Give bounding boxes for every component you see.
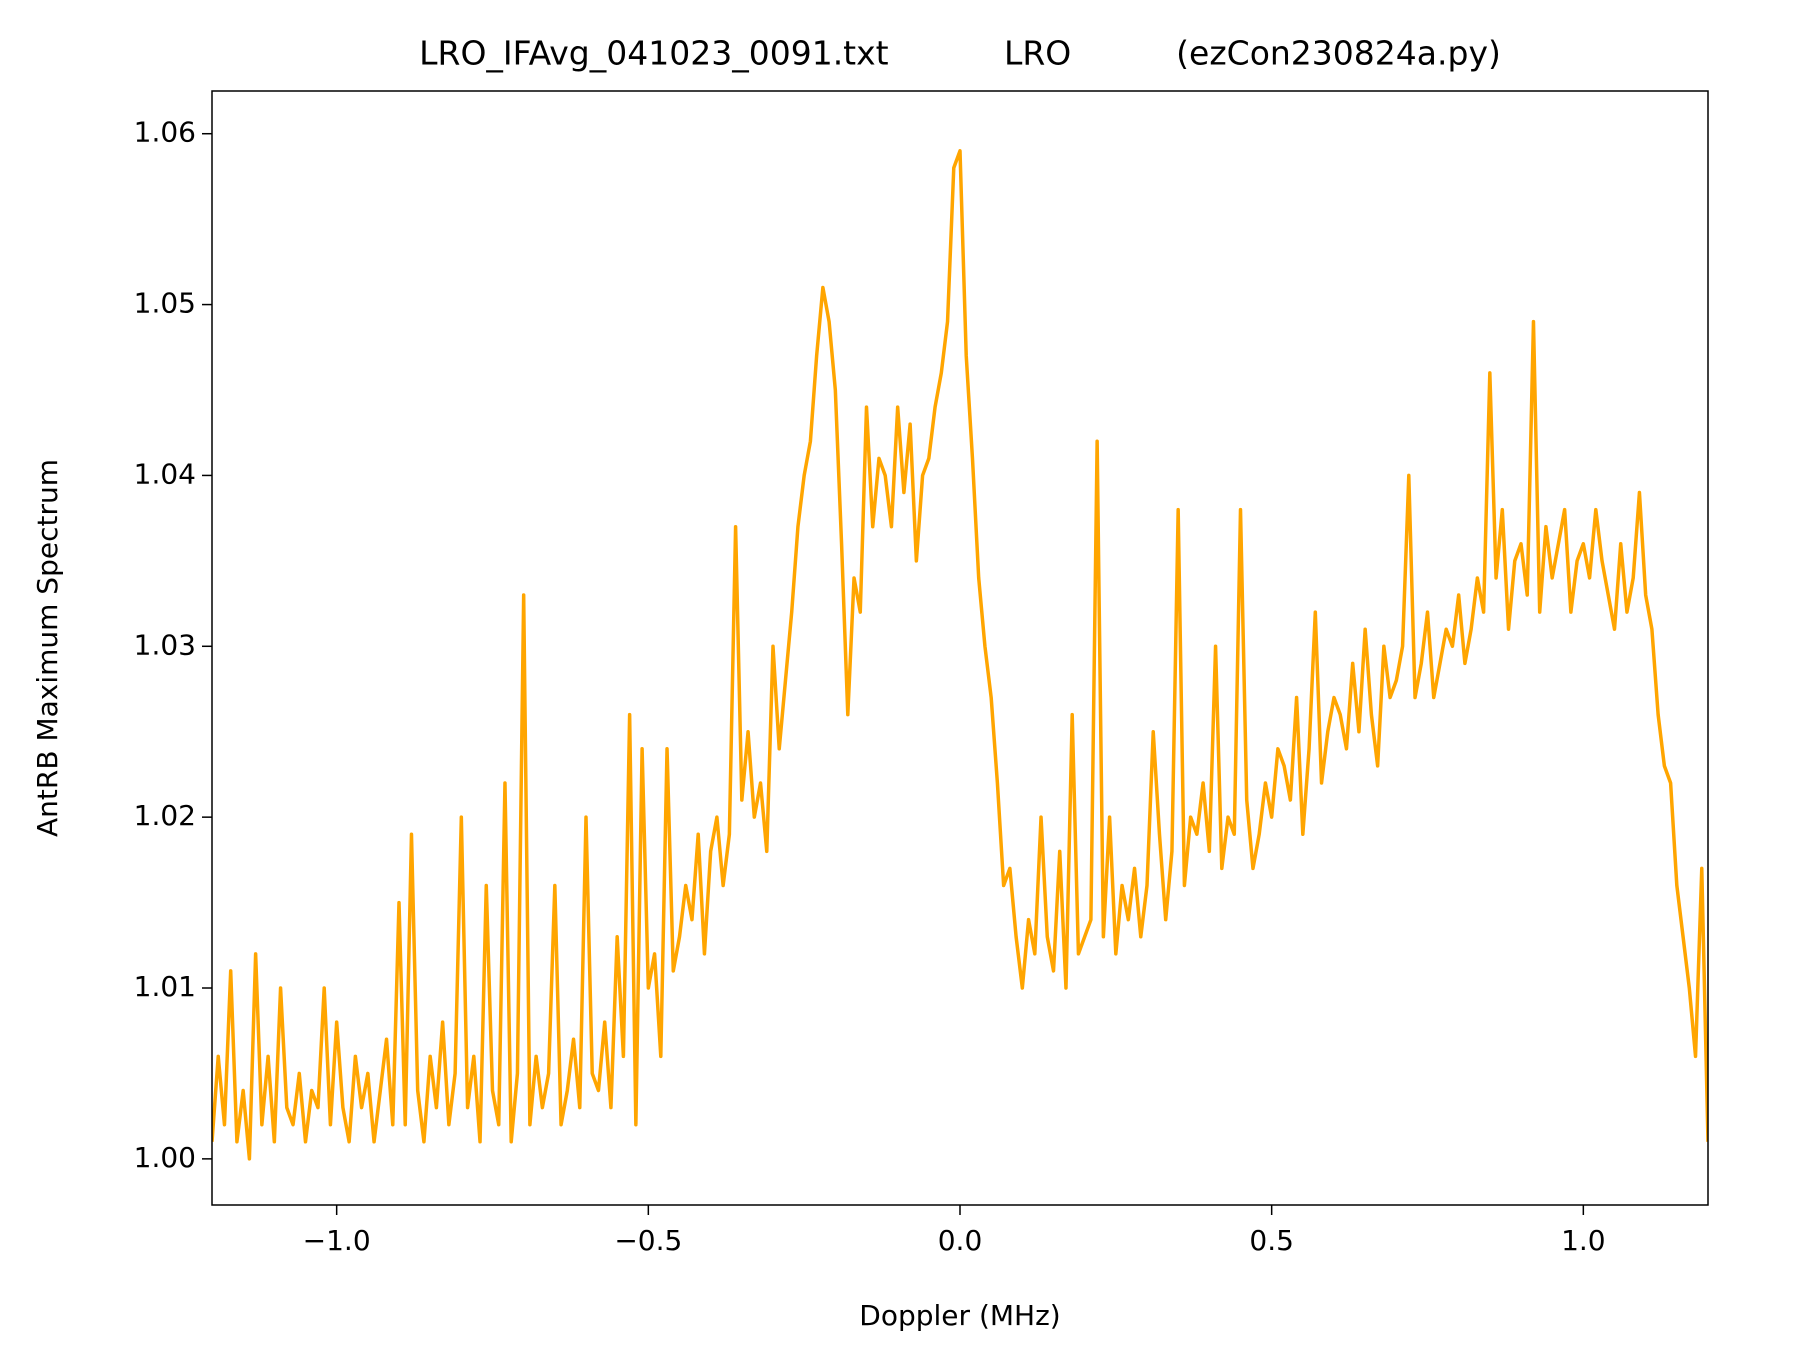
x-tick-label: 0.0 [938,1224,983,1257]
y-axis-label: AntRB Maximum Spectrum [31,459,64,837]
x-tick-label: −0.5 [614,1224,682,1257]
y-tick-label: 1.02 [134,799,196,832]
y-tick-label: 1.01 [134,970,196,1003]
y-tick-label: 1.05 [134,287,196,320]
plot-frame [211,90,1709,1206]
x-tick-label: 0.5 [1249,1224,1294,1257]
x-tick-label: 1.0 [1561,1224,1606,1257]
y-tick-label: 1.06 [134,116,196,149]
chart-title: LRO_IFAvg_041023_0091.txt LRO (ezCon2308… [419,34,1501,73]
y-tick-label: 1.04 [134,457,196,490]
y-tick-label: 1.00 [134,1141,196,1174]
data-line [212,149,1708,1161]
x-axis-label: Doppler (MHz) [859,1299,1060,1332]
x-tick-label: −1.0 [303,1224,371,1257]
y-tick-label: 1.03 [134,628,196,661]
